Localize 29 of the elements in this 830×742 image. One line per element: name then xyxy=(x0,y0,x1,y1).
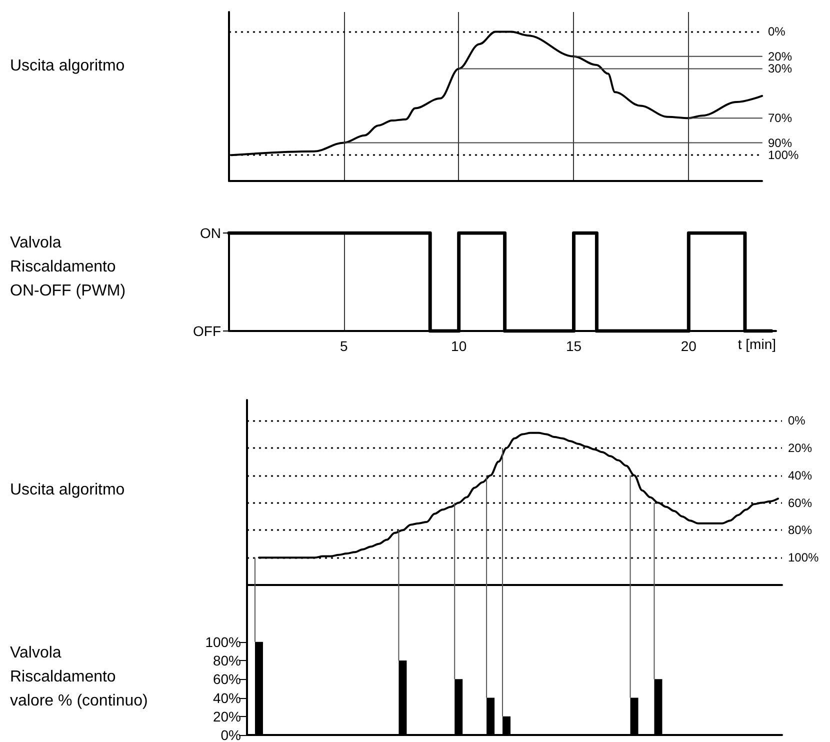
text: ON xyxy=(200,225,221,241)
y-tick-label: 0% xyxy=(788,414,806,428)
y-tick-label: 100% xyxy=(788,550,820,565)
y-tick-label: 20% xyxy=(212,708,241,724)
y-tick-label: 60% xyxy=(212,671,241,688)
y-tick-label: 60% xyxy=(788,496,812,510)
y-axis-title: Valvola Riscaldamento ON-OFF (PWM) xyxy=(10,234,126,300)
y-tick-label: 100% xyxy=(205,634,241,650)
y-tick-label: 80% xyxy=(788,523,812,538)
y-tick-label: 80% xyxy=(212,652,241,668)
y-tick-label: 90% xyxy=(768,136,792,150)
x-axis-title: t [min] xyxy=(738,336,776,352)
y-axis-title: Uscita algoritmo xyxy=(10,58,125,74)
y-tick-label: 0% xyxy=(220,727,241,742)
y-tick-label: 100% xyxy=(768,148,800,162)
text: OFF xyxy=(193,323,221,339)
y-tick-label: 20% xyxy=(788,440,812,455)
x-tick-label: 10 xyxy=(451,338,467,354)
y-tick-label: 30% xyxy=(768,62,792,76)
y-tick-label: 40% xyxy=(788,468,812,482)
x-tick-label: 20 xyxy=(680,338,697,354)
y-axis-title: Valvola Riscaldamento valore % (continuo) xyxy=(10,644,148,710)
y-tick-label: 20% xyxy=(768,49,792,64)
x-tick-label: 15 xyxy=(566,338,582,354)
x-tick-label: 5 xyxy=(340,338,348,354)
y-tick-label: 0% xyxy=(768,24,786,39)
y-tick-label: 40% xyxy=(212,690,241,706)
y-axis-title: Uscita algoritmo xyxy=(10,482,125,498)
y-tick-label: 70% xyxy=(768,111,792,126)
